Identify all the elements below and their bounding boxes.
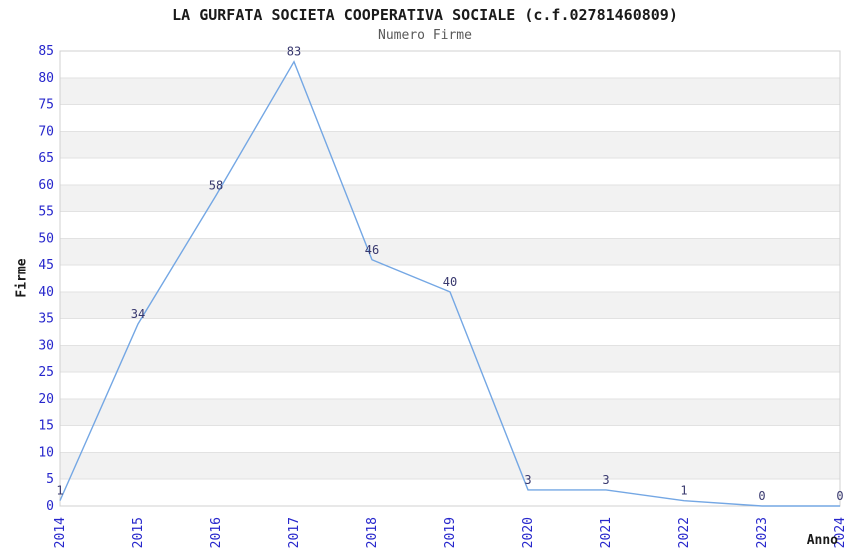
data-line (59, 60, 840, 507)
y-tick-label: 5 (46, 472, 54, 487)
point-label: 0 (836, 489, 843, 503)
y-tick-label: 45 (38, 258, 54, 273)
plot-band (60, 452, 840, 480)
point-label: 0 (758, 489, 765, 503)
point-label: 3 (524, 473, 531, 487)
x-axis-title: Anno (806, 533, 838, 548)
y-tick-label: 0 (46, 499, 54, 514)
x-tick-label: 2016 (209, 517, 224, 548)
point-label: 40 (443, 275, 457, 289)
y-tick-label: 40 (38, 285, 54, 300)
x-tick-label: 2021 (599, 517, 614, 548)
x-tick-label: 2020 (521, 517, 536, 548)
point-label: 83 (287, 45, 301, 59)
point-label: 1 (680, 484, 687, 498)
point-label: 46 (365, 243, 379, 257)
point-label: 34 (131, 307, 145, 321)
x-tick-label: 2024 (833, 517, 848, 548)
plot-band (60, 398, 840, 426)
y-tick-label: 35 (38, 312, 54, 327)
y-tick-label: 85 (38, 44, 54, 59)
y-tick-label: 80 (38, 71, 54, 86)
plot-band (60, 238, 840, 266)
x-tick-label: 2023 (755, 517, 770, 548)
y-tick-label: 65 (38, 151, 54, 166)
y-tick-label: 75 (38, 98, 54, 113)
y-tick-label: 15 (38, 419, 54, 434)
chart-subtitle: Numero Firme (378, 28, 472, 43)
y-tick-label: 70 (38, 124, 54, 139)
point-label: 3 (602, 473, 609, 487)
x-tick-label: 2022 (677, 517, 692, 548)
y-tick-label: 10 (38, 445, 54, 460)
plot-band (60, 77, 840, 105)
plot-band (60, 184, 840, 212)
point-label: 58 (209, 179, 223, 193)
y-tick-label: 25 (38, 365, 54, 380)
plot-band (60, 291, 840, 319)
point-label: 1 (56, 484, 63, 498)
x-tick-label: 2014 (53, 517, 68, 548)
y-tick-label: 55 (38, 205, 54, 220)
y-tick-label: 20 (38, 392, 54, 407)
y-tick-label: 60 (38, 178, 54, 193)
plot-border (59, 50, 841, 507)
y-tick-label: 50 (38, 231, 54, 246)
x-tick-label: 2018 (365, 517, 380, 548)
x-tick-label: 2017 (287, 517, 302, 548)
plot-band (60, 345, 840, 373)
plot-band (60, 131, 840, 159)
y-tick-label: 30 (38, 338, 54, 353)
x-tick-label: 2015 (131, 517, 146, 548)
x-tick-label: 2019 (443, 517, 458, 548)
chart-title: LA GURFATA SOCIETA COOPERATIVA SOCIALE (… (172, 6, 678, 24)
